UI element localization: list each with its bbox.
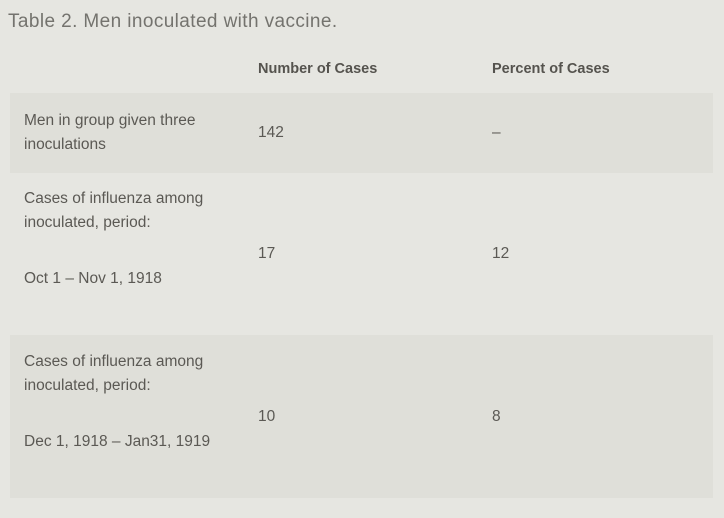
percent-of-cases-value: 8 <box>492 407 501 425</box>
row-label-period: Dec 1, 1918 – Jan31, 1919 <box>24 432 211 450</box>
table-row: Cases of influenza among inoculated, per… <box>10 335 713 498</box>
table-row: Men in group given three inoculations 14… <box>10 93 713 173</box>
row-label-cell: Men in group given three inoculations <box>10 93 258 173</box>
number-of-cases-value: 17 <box>258 245 276 262</box>
row-label-cell: Cases of influenza among inoculated, per… <box>10 173 258 335</box>
table-row: Cases of influenza among inoculated, per… <box>10 173 713 335</box>
header-number-of-cases: Number of Cases <box>258 61 378 77</box>
row-label: Cases of influenza among inoculated, per… <box>24 187 224 321</box>
table-caption: Table 2. Men inoculated with vaccine. <box>8 11 338 32</box>
percent-of-cases-value: 12 <box>492 245 510 262</box>
row-label-period: Oct 1 – Nov 1, 1918 <box>24 270 162 287</box>
row-label: Men in group given three inoculations <box>24 109 224 157</box>
percent-of-cases-value: – <box>492 124 501 141</box>
row-label-cell: Cases of influenza among inoculated, per… <box>10 335 258 498</box>
number-of-cases-value: 142 <box>258 124 284 141</box>
header-label-column <box>10 45 258 93</box>
header-percent-of-cases: Percent of Cases <box>492 61 610 77</box>
row-label-text: Men in group given three inoculations <box>24 112 196 153</box>
data-table: Number of Cases Percent of Cases Men in … <box>10 45 713 498</box>
number-of-cases-value: 10 <box>258 407 276 425</box>
table-header-row: Number of Cases Percent of Cases <box>10 45 713 93</box>
row-label: Cases of influenza among inoculated, per… <box>24 350 224 484</box>
row-label-text: Cases of influenza among inoculated, per… <box>24 352 204 394</box>
row-label-text: Cases of influenza among inoculated, per… <box>24 190 204 231</box>
